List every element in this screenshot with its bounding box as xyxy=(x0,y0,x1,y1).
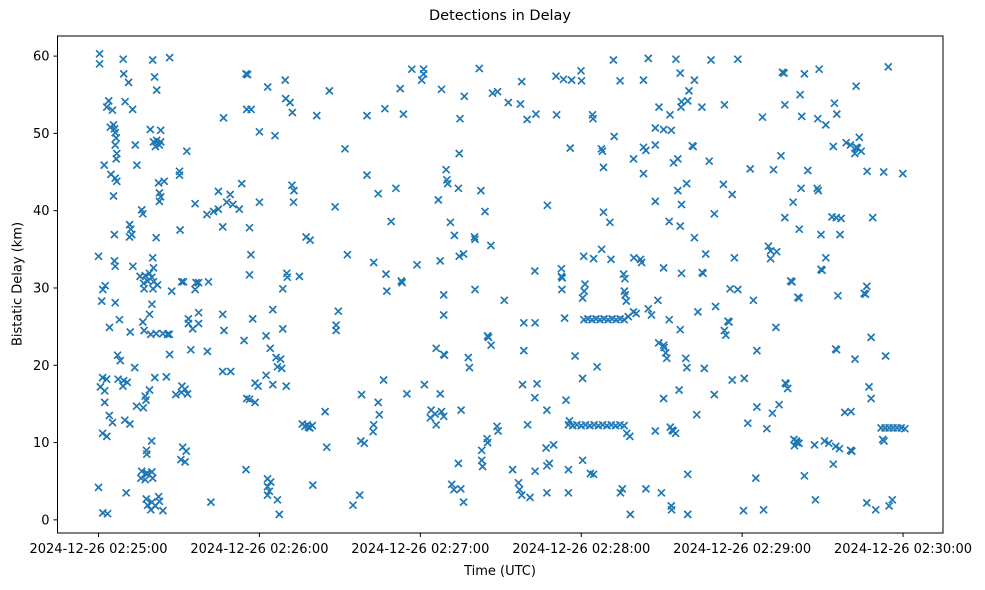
chart-title: Detections in Delay xyxy=(428,8,572,24)
y-tick-label: 60 xyxy=(33,50,50,65)
y-tick-label: 40 xyxy=(33,204,50,219)
y-axis-title: Bistatic Delay (km) xyxy=(10,221,26,347)
y-tick-label: 20 xyxy=(33,359,50,374)
y-tick-label: 0 xyxy=(41,513,49,528)
x-tick-label: 2024-12-26 02:27:00 xyxy=(351,542,489,557)
x-tick-label: 2024-12-26 02:30:00 xyxy=(834,542,972,557)
plot-border xyxy=(57,35,944,534)
x-tick-label: 2024-12-26 02:25:00 xyxy=(29,542,167,557)
y-tick-label: 10 xyxy=(33,436,50,451)
x-tick-label: 2024-12-26 02:26:00 xyxy=(190,542,328,557)
scatter-markers xyxy=(94,49,910,519)
x-tick-label: 2024-12-26 02:28:00 xyxy=(512,542,650,557)
x-tick-label: 2024-12-26 02:29:00 xyxy=(673,542,811,557)
x-axis-title: Time (UTC) xyxy=(464,564,536,579)
y-tick-label: 50 xyxy=(33,127,50,142)
y-tick-label: 30 xyxy=(33,281,50,296)
